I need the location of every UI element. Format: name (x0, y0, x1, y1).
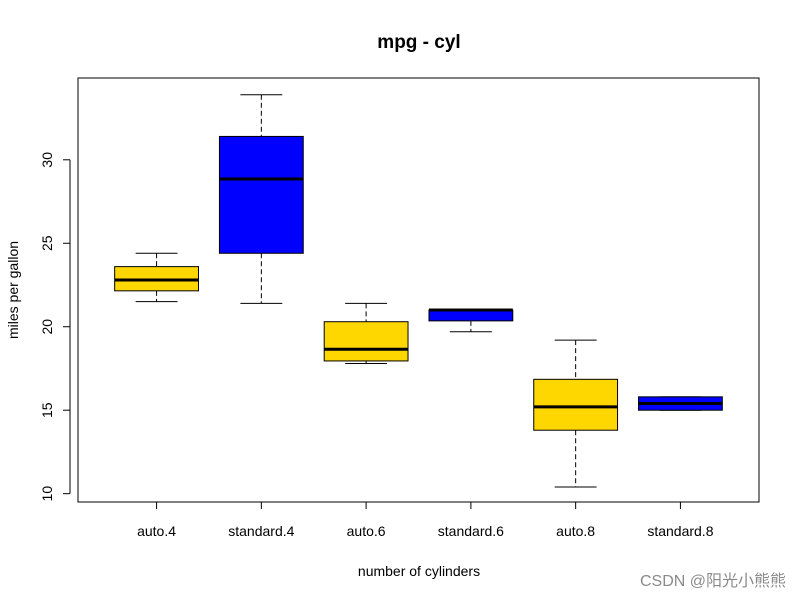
x-tick-label: auto.6 (347, 523, 386, 539)
box-iqr (323, 321, 409, 362)
chart-title: mpg - cyl (377, 32, 460, 53)
box-standard-4 (218, 94, 304, 304)
box-auto-8 (533, 339, 619, 488)
x-tick-label: standard.4 (228, 523, 294, 539)
x-tick-label: standard.6 (438, 523, 504, 539)
y-axis-label: miles per gallon (5, 241, 21, 339)
box-standard-6 (428, 308, 514, 333)
box-auto-4 (114, 252, 199, 303)
y-tick-label: 10 (39, 486, 55, 502)
x-tick-label: auto.8 (556, 523, 595, 539)
box-iqr (428, 309, 514, 322)
box-standard-8 (638, 396, 723, 411)
y-tick-label: 30 (39, 152, 55, 168)
watermark: CSDN @阳光小熊熊 (639, 573, 786, 590)
x-axis: auto.4 standard.4 auto.6 standard.6 auto.8 st… (137, 501, 714, 539)
box-series (114, 94, 723, 488)
x-axis-label: number of cylinders (358, 563, 480, 579)
box-iqr (218, 135, 304, 254)
x-tick-label: standard.8 (647, 523, 713, 539)
x-tick-label: auto.4 (137, 523, 176, 539)
y-axis: 10 15 20 25 30 (39, 152, 71, 502)
y-tick-label: 25 (39, 235, 55, 251)
y-tick-label: 20 (39, 319, 55, 335)
box-auto-6 (323, 302, 409, 364)
box-iqr (533, 378, 619, 431)
y-tick-label: 15 (39, 402, 55, 418)
